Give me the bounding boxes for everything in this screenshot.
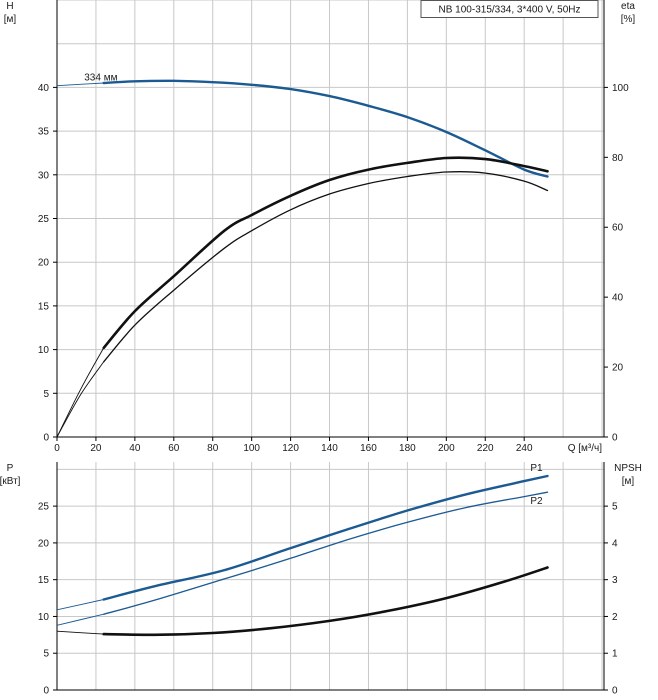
x-tick-label: 160 (360, 443, 377, 454)
right-axis-unit: [м] (622, 476, 635, 487)
y-tick-label: 5 (43, 649, 49, 660)
x-tick-label: 120 (282, 443, 299, 454)
y2-tick-label: 3 (612, 575, 618, 586)
y2-tick-label: 60 (612, 223, 624, 234)
series-1-3 (56, 156, 549, 438)
series-line (103, 171, 549, 363)
panel-2: 0 5 10 15 20 25 0 1 2 3 4 5 P [кВт] NPSH [м] P1 P2 (0, 462, 642, 697)
x-tick-label: 200 (438, 443, 455, 454)
x-tick-label: 60 (168, 443, 180, 454)
grid-lines (56, 0, 604, 437)
series-label: P1 (530, 463, 543, 474)
left-axis-label: H (6, 1, 13, 12)
series-line-extension (56, 82, 104, 87)
y2-tick-label: 2 (612, 612, 618, 623)
series-line (102, 156, 549, 350)
series-2-3 (56, 566, 549, 637)
series-line-extension (56, 630, 104, 635)
y-tick-label: 40 (38, 83, 50, 94)
series-label: P2 (530, 496, 543, 507)
series-line (102, 79, 549, 178)
right-axis-label: NPSH (614, 463, 642, 474)
y-tick-label: 20 (38, 258, 50, 269)
series-line-extension (56, 361, 105, 438)
y2-tick-label: 0 (612, 686, 618, 697)
y-tick-label: 25 (38, 214, 50, 225)
x-tick-label: 180 (399, 443, 416, 454)
y-tick-label: 10 (38, 612, 50, 623)
y-tick-label: 15 (38, 575, 50, 586)
series-label: 334 мм (84, 72, 117, 83)
series-line-extension (56, 613, 104, 626)
series-line (103, 491, 549, 615)
series-line-extension (56, 347, 105, 438)
left-axis-unit: [м] (4, 14, 17, 25)
title-frame (420, 0, 599, 18)
series-line (102, 474, 549, 601)
x-tick-label: 0 (54, 443, 60, 454)
y2-tick-label: 5 (612, 502, 618, 513)
y-tick-label: 25 (38, 502, 50, 513)
y-tick-label: 20 (38, 538, 50, 549)
series-1-2 (56, 171, 549, 438)
series-p2: P2 (56, 491, 549, 626)
chart-title-box: NB 100-315/334, 3*400 V, 50Hz (420, 0, 599, 18)
chart-title: NB 100-315/334, 3*400 V, 50Hz (439, 5, 581, 16)
x-tick-label: 240 (516, 443, 533, 454)
y-tick-label: 0 (43, 433, 49, 444)
y-tick-label: 0 (43, 686, 49, 697)
y-tick-label: 5 (43, 389, 49, 400)
series-line-extension (56, 599, 104, 611)
y-tick-label: 10 (38, 345, 50, 356)
x-tick-label: 20 (90, 443, 102, 454)
y2-tick-label: 20 (612, 363, 624, 374)
x-tick-label: 140 (321, 443, 338, 454)
x-tick-label: 40 (129, 443, 141, 454)
x-axis-label: Q [м³/ч] (568, 443, 603, 454)
right-axis-label: eta (621, 1, 635, 12)
y2-tick-label: 4 (612, 538, 618, 549)
y-tick-label: 15 (38, 301, 50, 312)
x-tick-label: 80 (207, 443, 219, 454)
left-axis-label: P (7, 463, 14, 474)
y2-tick-label: 40 (612, 293, 624, 304)
x-tick-label: 100 (243, 443, 260, 454)
x-tick-label: 220 (477, 443, 494, 454)
series-p1: P1 (56, 463, 549, 611)
series-334-мм: 334 мм (56, 72, 549, 178)
right-axis-unit: [%] (621, 14, 636, 25)
left-axis-unit: [кВт] (0, 476, 21, 487)
panel-1: 0 5 10 15 20 25 30 35 40 0 20 40 60 80 100 0 20 40 60 80 100… (4, 0, 636, 454)
y2-tick-label: 1 (612, 649, 618, 660)
y-tick-label: 30 (38, 170, 50, 181)
y-tick-label: 35 (38, 127, 50, 138)
series-line (102, 566, 549, 637)
y2-tick-label: 80 (612, 153, 624, 164)
y2-tick-label: 100 (612, 83, 629, 94)
y2-tick-label: 0 (612, 433, 618, 444)
